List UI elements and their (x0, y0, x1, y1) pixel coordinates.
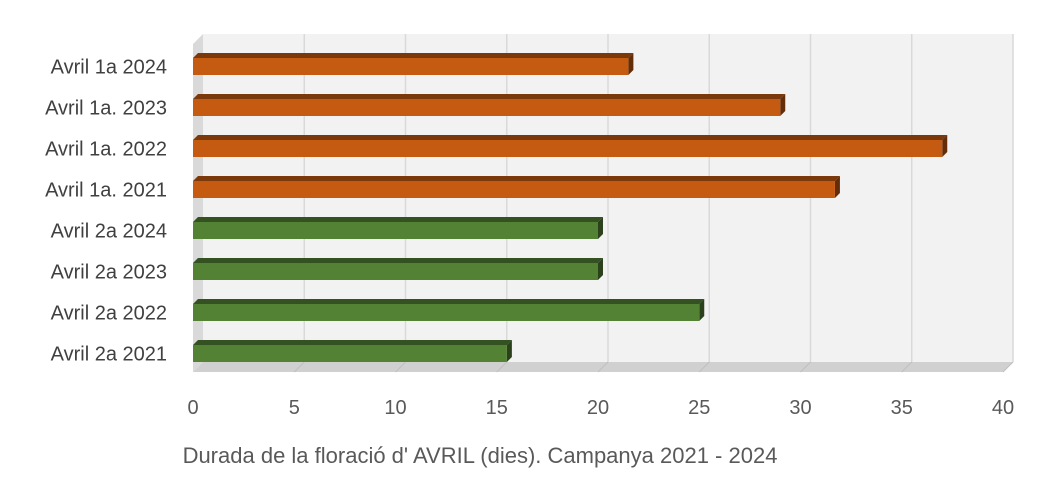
bars (193, 53, 948, 362)
floor-gridline (698, 361, 710, 373)
bar (193, 135, 948, 157)
bar-front (193, 181, 835, 198)
bar-front (193, 99, 781, 116)
category-label: Avril 1a 2024 (51, 57, 167, 79)
bar-top (193, 217, 603, 222)
bar (193, 94, 786, 116)
bar-top (193, 340, 512, 345)
side-wall (193, 34, 203, 372)
bar-end (598, 258, 603, 280)
category-labels: Avril 1a 2024 Avril 1a. 2023 Avril 1a. 202… (45, 57, 167, 366)
bar (193, 53, 634, 75)
bar-front (193, 58, 629, 75)
category-label: Avril 2a 2023 (51, 262, 167, 284)
bar-end (628, 53, 634, 75)
bar-top (193, 135, 948, 140)
x-tick-label: 5 (289, 397, 300, 419)
bar-front (193, 263, 598, 280)
bar-top (193, 53, 634, 58)
x-tick-label: 0 (187, 397, 198, 419)
x-tick-labels: 0 5 10 15 20 25 30 35 40 (187, 397, 1014, 419)
x-tick-label: 25 (688, 397, 710, 419)
x-tick-label: 35 (891, 397, 913, 419)
x-tick-label: 20 (587, 397, 609, 419)
bar-top (193, 258, 603, 263)
floor-gridline (597, 361, 609, 373)
x-tick-label: 40 (992, 397, 1014, 419)
chart-walls (193, 34, 1013, 372)
floor-gridline (1002, 361, 1014, 373)
x-axis-title: Durada de la floració d' AVRIL (dies). C… (183, 443, 778, 468)
bar-front (193, 345, 507, 362)
bar (193, 340, 512, 362)
category-label: Avril 1a. 2021 (45, 180, 167, 202)
bar-end (506, 340, 512, 362)
floor-gridline (800, 361, 811, 373)
bar-top (193, 299, 705, 304)
x-tick-label: 10 (384, 397, 406, 419)
bar (193, 217, 603, 239)
bar-end (598, 217, 603, 239)
x-tick-label: 15 (486, 397, 508, 419)
floor-gridline (901, 361, 913, 373)
bar-front (193, 304, 700, 321)
category-label: Avril 2a 2024 (51, 221, 167, 243)
category-label: Avril 2a 2021 (51, 344, 167, 366)
floor-gridline (496, 361, 508, 373)
bar-end (699, 299, 705, 321)
floor-gridline (395, 361, 406, 373)
bar-end (780, 94, 786, 116)
bar-top (193, 176, 840, 181)
bar-end (834, 176, 840, 198)
category-label: Avril 2a 2022 (51, 303, 167, 325)
bar (193, 258, 603, 280)
category-label: Avril 1a. 2022 (45, 139, 167, 161)
bar (193, 176, 840, 198)
bar-front (193, 140, 943, 157)
category-label: Avril 1a. 2023 (45, 98, 167, 120)
bar (193, 299, 705, 321)
bar-front (193, 222, 598, 239)
bar-top (193, 94, 786, 99)
bar-end (942, 135, 948, 157)
floor-gridline (293, 361, 305, 373)
x-tick-label: 30 (789, 397, 811, 419)
